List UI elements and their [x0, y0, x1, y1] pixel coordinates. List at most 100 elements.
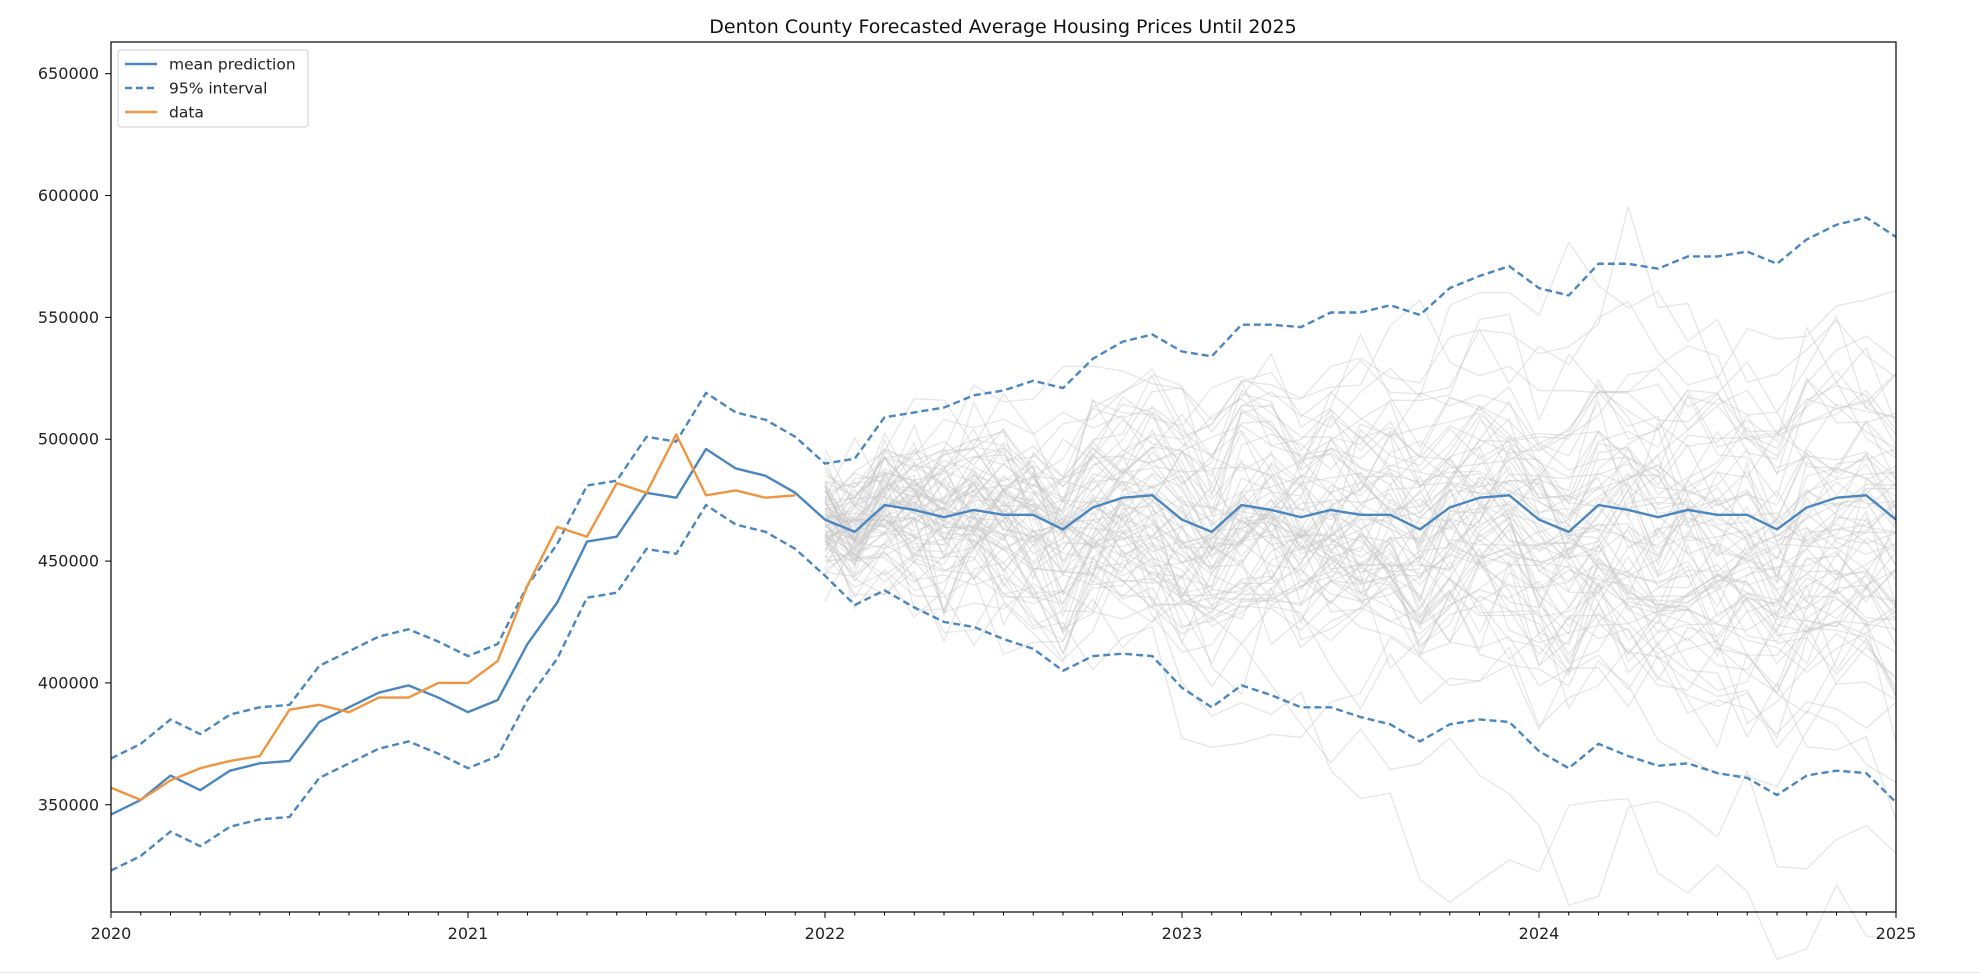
simulation-path — [824, 474, 1897, 628]
simulation-path — [824, 500, 1897, 743]
x-tick-label: 2024 — [1519, 924, 1560, 943]
simulation-path — [824, 389, 1897, 529]
simulation-path — [824, 447, 1897, 665]
simulation-path — [824, 459, 1897, 725]
chart-title: Denton County Forecasted Average Housing… — [709, 16, 1296, 38]
simulation-path — [824, 428, 1897, 665]
simulation-path — [824, 453, 1897, 594]
legend-label: data — [169, 104, 204, 122]
simulation-path — [824, 485, 1897, 695]
y-tick-label: 400000 — [38, 673, 99, 692]
simulation-path — [824, 431, 1897, 549]
simulation-path — [824, 501, 1897, 659]
simulation-path — [824, 433, 1897, 820]
simulation-path — [824, 466, 1897, 661]
simulation-path — [824, 475, 1897, 677]
simulation-path — [824, 497, 1897, 665]
legend-label: mean prediction — [169, 56, 296, 74]
simulation-paths — [824, 204, 1897, 961]
simulation-path — [824, 423, 1897, 665]
bottom-divider — [0, 972, 1980, 973]
x-tick-label: 2020 — [91, 924, 132, 943]
simulation-path — [824, 400, 1897, 557]
series-95-interval — [110, 216, 1897, 760]
x-tick-label: 2023 — [1162, 924, 1203, 943]
legend-box — [117, 49, 309, 128]
simulation-path — [824, 410, 1897, 529]
axes: 350000 400000 450000 500000 550000 600000 6500… — [38, 64, 1916, 943]
simulation-path — [824, 326, 1897, 573]
simulation-path — [824, 464, 1897, 749]
simulation-path — [824, 464, 1897, 643]
simulation-path — [824, 447, 1897, 628]
simulation-path — [824, 314, 1897, 614]
simulation-path — [824, 417, 1897, 570]
simulation-path — [824, 522, 1897, 740]
simulation-path — [824, 400, 1897, 617]
simulation-path — [824, 335, 1897, 575]
simulation-path — [824, 373, 1897, 604]
simulation-path — [824, 298, 1897, 572]
simulation-path — [824, 444, 1897, 653]
simulation-path — [824, 491, 1897, 783]
simulation-path — [824, 454, 1897, 635]
simulation-path — [824, 481, 1897, 670]
y-tick-label: 350000 — [38, 795, 99, 814]
simulation-path — [824, 492, 1897, 728]
series-mean-prediction — [110, 447, 1897, 816]
simulation-path — [824, 488, 1897, 618]
simulation-path — [824, 523, 1897, 653]
simulation-path — [824, 390, 1897, 579]
series-data — [110, 433, 796, 802]
plot-frame — [110, 41, 1897, 913]
legend-label: 95% interval — [169, 80, 267, 98]
simulation-path — [824, 365, 1897, 689]
simulation-path — [824, 446, 1897, 663]
simulation-path — [824, 405, 1897, 697]
simulation-path — [824, 405, 1897, 540]
simulation-path — [824, 380, 1897, 661]
simulation-path — [824, 486, 1897, 735]
simulation-path — [824, 447, 1897, 692]
y-tick-label: 500000 — [38, 430, 99, 449]
y-tick-label: 450000 — [38, 552, 99, 571]
x-tick-label: 2022 — [805, 924, 846, 943]
simulation-path — [824, 449, 1897, 630]
simulation-path — [824, 452, 1897, 600]
simulation-path — [824, 368, 1897, 541]
simulation-path — [824, 447, 1897, 626]
simulation-path — [824, 520, 1897, 656]
x-tick-label: 2025 — [1876, 924, 1917, 943]
simulation-path — [824, 482, 1897, 581]
legend: mean prediction 95% interval data — [117, 49, 309, 128]
simulation-path — [824, 484, 1897, 633]
simulation-path — [824, 399, 1897, 577]
simulation-path — [824, 414, 1897, 591]
simulation-path — [824, 450, 1897, 588]
simulation-path — [824, 446, 1897, 698]
simulation-path — [824, 474, 1897, 696]
simulation-path — [824, 408, 1897, 612]
simulation-path — [824, 419, 1897, 635]
y-tick-label: 650000 — [38, 64, 99, 83]
simulation-path — [824, 536, 1897, 907]
simulation-path — [824, 476, 1897, 625]
simulation-path — [824, 481, 1897, 671]
y-tick-label: 600000 — [38, 186, 99, 205]
simulation-path — [824, 481, 1897, 612]
series-95-interval-lower — [110, 503, 1897, 872]
simulation-path — [824, 514, 1897, 961]
simulation-path — [824, 313, 1897, 515]
simulation-path — [824, 379, 1897, 682]
simulation-path — [824, 378, 1897, 547]
simulation-path — [824, 468, 1897, 605]
x-tick-label: 2021 — [448, 924, 489, 943]
simulation-path — [824, 300, 1897, 541]
simulation-path — [824, 332, 1897, 553]
y-tick-label: 550000 — [38, 308, 99, 327]
simulation-path — [824, 420, 1897, 586]
simulation-path — [824, 430, 1897, 584]
series-lines — [110, 216, 1897, 872]
simulation-path — [824, 457, 1897, 788]
